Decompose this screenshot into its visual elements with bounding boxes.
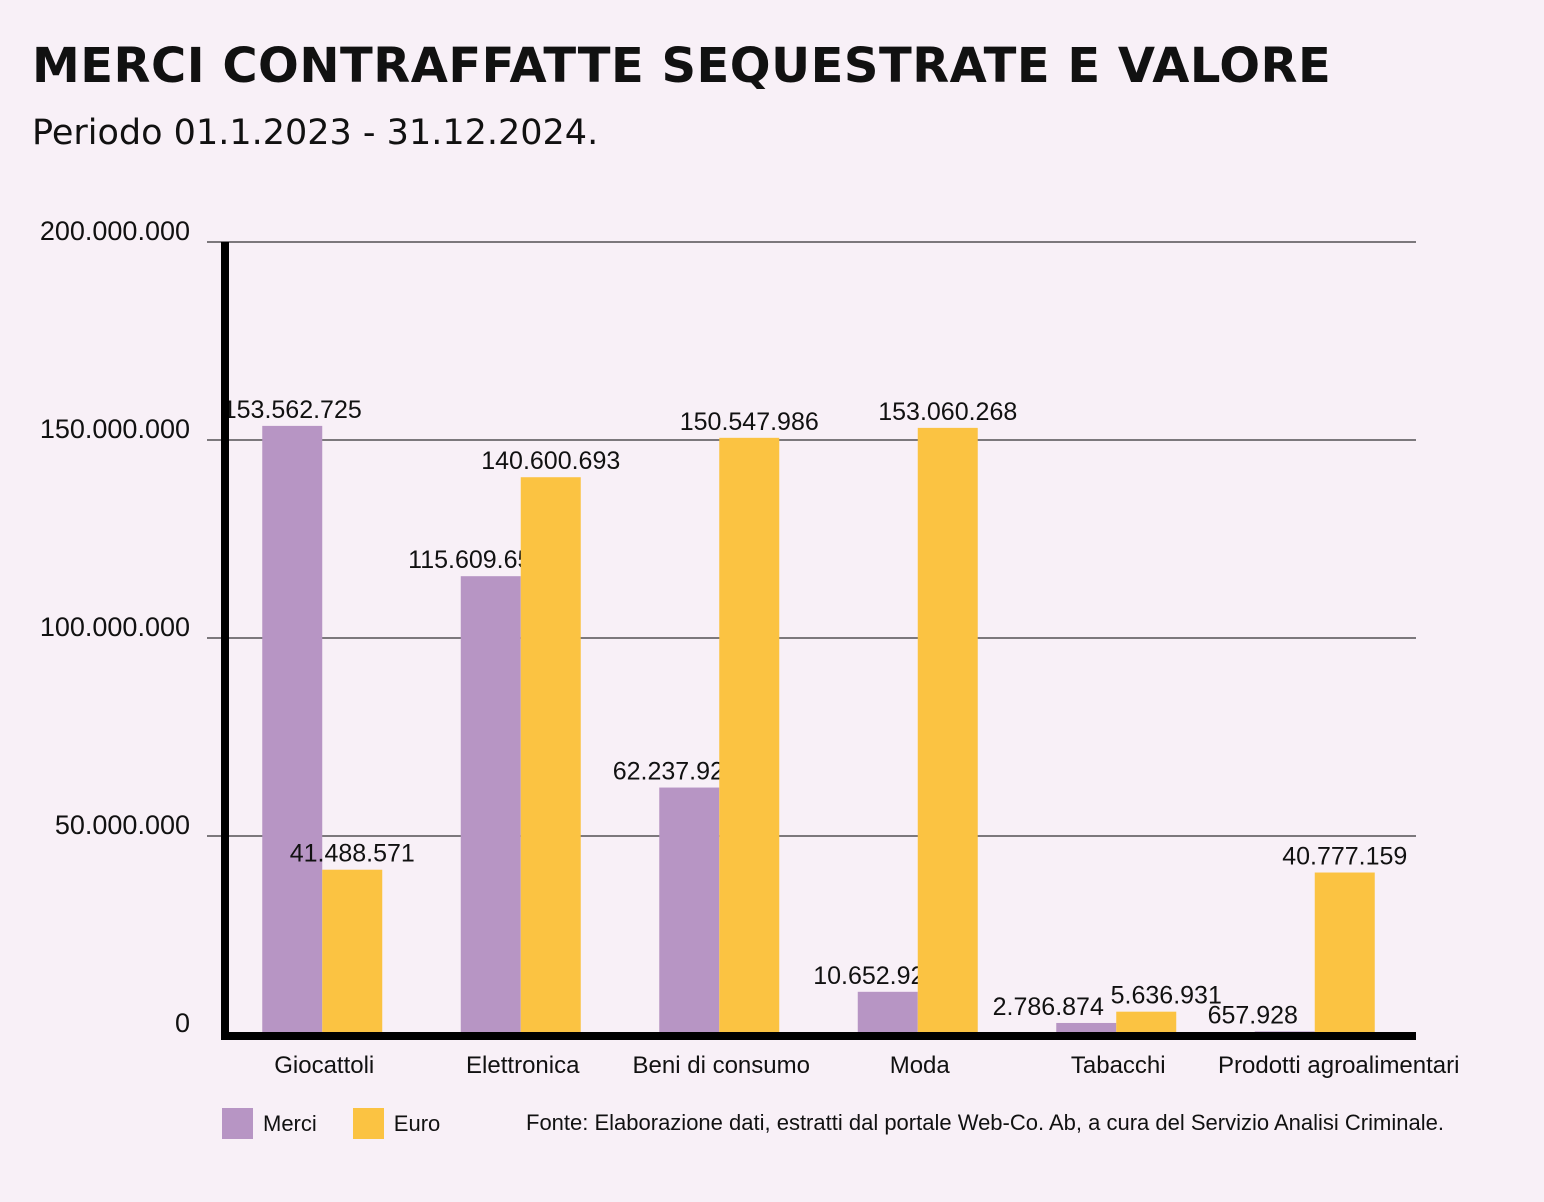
x-tick-label: Giocattoli — [274, 1052, 374, 1079]
data-label: 40.777.159 — [1282, 843, 1407, 871]
bar-merci-0 — [262, 425, 323, 1034]
chart-legend: Merci Euro — [222, 1108, 476, 1139]
legend-swatch-merci — [222, 1108, 253, 1139]
bar-merci-2 — [659, 787, 720, 1034]
x-tick-label: Tabacchi — [1071, 1052, 1166, 1079]
bar-euro-1 — [520, 477, 581, 1034]
legend-item-merci: Merci — [222, 1108, 317, 1139]
chart-subtitle: Periodo 01.1.2023 - 31.12.2024. — [32, 113, 599, 153]
legend-label-euro: Euro — [393, 1110, 441, 1136]
source-note: Fonte: Elaborazione dati, estratti dal p… — [526, 1110, 1444, 1135]
x-tick-label: Moda — [890, 1052, 951, 1079]
bar-merci-3 — [857, 991, 918, 1034]
data-label: 10.652.925 — [813, 962, 938, 990]
y-tick-label: 200.000.000 — [40, 216, 190, 246]
bar-euro-2 — [719, 437, 780, 1035]
y-tick-label: 50.000.000 — [55, 810, 190, 840]
bar-euro-4 — [1116, 1011, 1177, 1034]
legend-label-merci: Merci — [263, 1110, 317, 1136]
data-label: 5.636.931 — [1111, 982, 1222, 1010]
legend-item-euro: Euro — [352, 1108, 441, 1139]
bar-merci-4 — [1056, 1022, 1117, 1034]
x-tick-label: Elettronica — [466, 1052, 580, 1079]
data-label: 2.786.874 — [993, 993, 1104, 1021]
data-label: 153.562.725 — [223, 396, 362, 424]
data-label: 41.488.571 — [290, 840, 415, 868]
bar-euro-0 — [322, 869, 383, 1034]
bar-euro-3 — [917, 427, 978, 1034]
bar-euro-5 — [1314, 872, 1375, 1034]
chart-title: MERCI CONTRAFFATTE SEQUESTRATE E VALORE — [32, 38, 1332, 94]
y-tick-label: 100.000.000 — [40, 612, 190, 642]
data-label: 140.600.693 — [481, 447, 620, 475]
y-tick-label: 150.000.000 — [40, 414, 190, 444]
data-label: 150.547.986 — [680, 408, 819, 436]
bar-merci-1 — [460, 576, 521, 1034]
data-label: 657.928 — [1208, 1001, 1298, 1029]
x-tick-label: Beni di consumo — [633, 1052, 810, 1079]
data-label: 153.060.268 — [878, 398, 1017, 426]
x-tick-label: Prodotti agroalimentari — [1218, 1052, 1459, 1079]
y-tick-label: 0 — [175, 1008, 190, 1038]
data-label: 62.237.927 — [613, 758, 738, 786]
legend-swatch-euro — [352, 1108, 384, 1139]
